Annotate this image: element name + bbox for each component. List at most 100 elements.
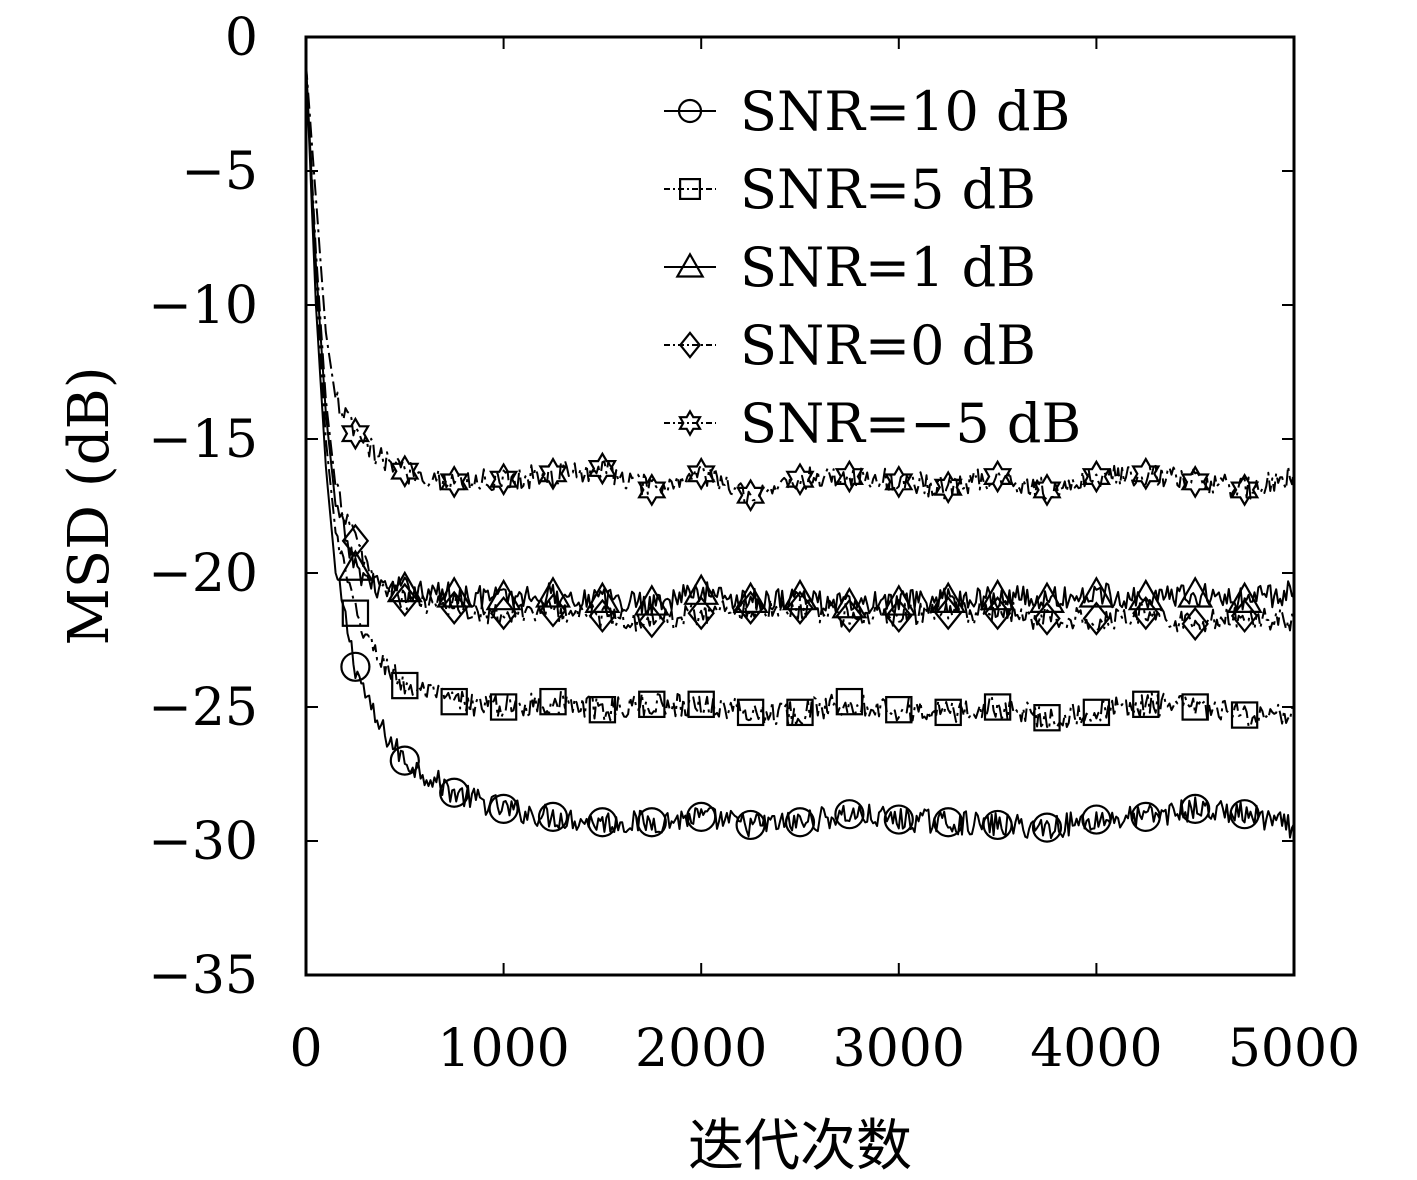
data-point	[440, 590, 468, 626]
data-point	[883, 804, 914, 835]
legend-label: SNR=5 dB	[740, 158, 1036, 221]
data-point	[884, 465, 914, 499]
legend-entry: SNR=5 dB	[664, 158, 1036, 221]
data-point	[1081, 459, 1111, 494]
legend-entry: SNR=−5 dB	[664, 392, 1081, 455]
series-diamond	[305, 63, 1295, 642]
y-tick-label: −20	[148, 544, 258, 604]
data-point	[1078, 576, 1115, 608]
data-point	[439, 465, 469, 499]
data-point	[1131, 456, 1161, 491]
data-point	[835, 687, 864, 716]
data-point	[885, 598, 913, 634]
x-axis-title: 迭代次数	[688, 1114, 912, 1179]
data-point	[1181, 606, 1209, 642]
ticks-layer: 0 1000 2000 3000 4000 5000 0 −5 −10 −15 −20 −25 −30 −…	[148, 8, 1360, 1079]
data-point	[934, 596, 962, 631]
series-line	[305, 63, 1295, 506]
data-point	[983, 693, 1012, 721]
data-point	[539, 593, 567, 628]
series-star	[305, 63, 1295, 513]
data-point	[687, 690, 715, 719]
legend-entry: SNR=0 dB	[664, 314, 1036, 377]
legend-label: SNR=−5 dB	[740, 392, 1081, 455]
y-tick-label: −35	[148, 946, 258, 1006]
x-tick-label: 4000	[1030, 1019, 1162, 1079]
data-point	[885, 695, 913, 724]
data-point	[1229, 799, 1260, 830]
series-square	[305, 63, 1295, 732]
data-point	[736, 478, 766, 513]
data-point	[834, 799, 865, 830]
data-point	[535, 576, 571, 608]
data-point	[1082, 601, 1111, 636]
data-point	[979, 578, 1016, 611]
y-tick-label: −30	[148, 812, 258, 872]
legend-marker	[678, 409, 702, 437]
data-point	[735, 809, 766, 841]
series-triangle	[305, 63, 1295, 619]
legend-label: SNR=0 dB	[740, 314, 1036, 377]
legend-entry: SNR=10 dB	[664, 80, 1070, 143]
data-point	[736, 698, 765, 727]
data-point	[485, 578, 522, 611]
data-point	[539, 687, 567, 716]
legend-marker	[678, 331, 702, 359]
data-point	[439, 777, 470, 808]
data-point	[1230, 598, 1259, 634]
data-point	[587, 451, 617, 486]
data-point	[786, 590, 814, 626]
data-point	[982, 809, 1013, 841]
data-point	[736, 590, 765, 626]
data-point	[1033, 601, 1061, 636]
legend-marker	[677, 98, 703, 124]
data-point	[1029, 581, 1065, 613]
data-point	[1230, 473, 1260, 507]
data-point	[588, 695, 617, 724]
data-point	[390, 454, 420, 489]
y-axis-title: MSD (dB)	[57, 366, 122, 645]
data-point	[489, 596, 518, 631]
y-tick-label: −10	[148, 276, 258, 336]
y-tick-label: −5	[181, 142, 258, 202]
data-point	[1181, 693, 1209, 721]
data-point	[983, 596, 1012, 631]
data-point	[1082, 698, 1111, 727]
data-point	[341, 599, 370, 627]
data-point	[1132, 596, 1160, 631]
data-point	[880, 584, 917, 616]
data-point	[834, 459, 864, 494]
x-tick-label: 2000	[635, 1019, 767, 1079]
data-point	[637, 473, 667, 507]
data-point	[1226, 581, 1263, 613]
data-point	[1177, 576, 1214, 608]
data-point	[786, 698, 814, 727]
data-point	[933, 807, 964, 838]
series-circle	[305, 63, 1295, 843]
data-point	[340, 416, 371, 451]
data-point	[934, 698, 962, 727]
data-point	[538, 456, 568, 491]
data-point	[1127, 578, 1164, 611]
series-layer	[305, 63, 1295, 843]
data-point	[489, 693, 518, 721]
data-point	[784, 807, 816, 838]
data-point	[440, 687, 468, 716]
y-tick-label: 0	[225, 8, 258, 68]
data-point	[636, 807, 667, 838]
data-point	[835, 598, 864, 634]
x-tick-label: 3000	[833, 1019, 965, 1079]
data-point	[1230, 701, 1259, 729]
data-point	[391, 671, 419, 700]
y-tick-label: −25	[148, 678, 258, 738]
data-point	[782, 578, 818, 611]
data-point	[686, 801, 717, 832]
data-point	[930, 581, 967, 613]
series-line	[305, 63, 1295, 635]
series-line	[305, 63, 1295, 616]
data-point	[1032, 473, 1062, 507]
data-point	[391, 582, 419, 617]
data-point	[341, 523, 370, 559]
legend-marker	[675, 252, 705, 278]
